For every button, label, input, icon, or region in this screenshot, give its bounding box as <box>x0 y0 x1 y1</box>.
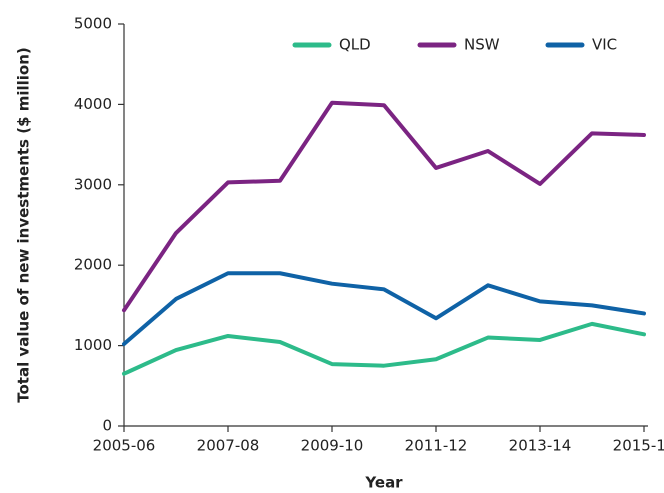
x-tick-label: 2015-16 <box>613 437 664 455</box>
y-tick-label: 5000 <box>74 15 112 33</box>
x-tick-label: 2011-12 <box>405 437 468 455</box>
x-axis-label: Year <box>364 474 403 492</box>
line-series <box>122 100 646 313</box>
y-tick-label: 1000 <box>74 336 112 354</box>
legend-label: NSW <box>464 36 500 54</box>
y-tick-label: 3000 <box>74 175 112 193</box>
x-tick-label: 2005-06 <box>93 437 156 455</box>
legend-label: VIC <box>592 36 617 54</box>
line-series <box>122 321 646 376</box>
y-tick-label: 0 <box>102 417 112 435</box>
y-tick-label: 4000 <box>74 95 112 113</box>
y-axis-label: Total value of new investments ($ millio… <box>15 47 33 403</box>
y-tick-label: 2000 <box>74 256 112 274</box>
x-tick-label: 2007-08 <box>197 437 260 455</box>
legend-label: QLD <box>339 36 371 54</box>
x-tick-label: 2009-10 <box>301 437 364 455</box>
x-tick-label: 2013-14 <box>509 437 572 455</box>
line-series <box>122 271 646 346</box>
